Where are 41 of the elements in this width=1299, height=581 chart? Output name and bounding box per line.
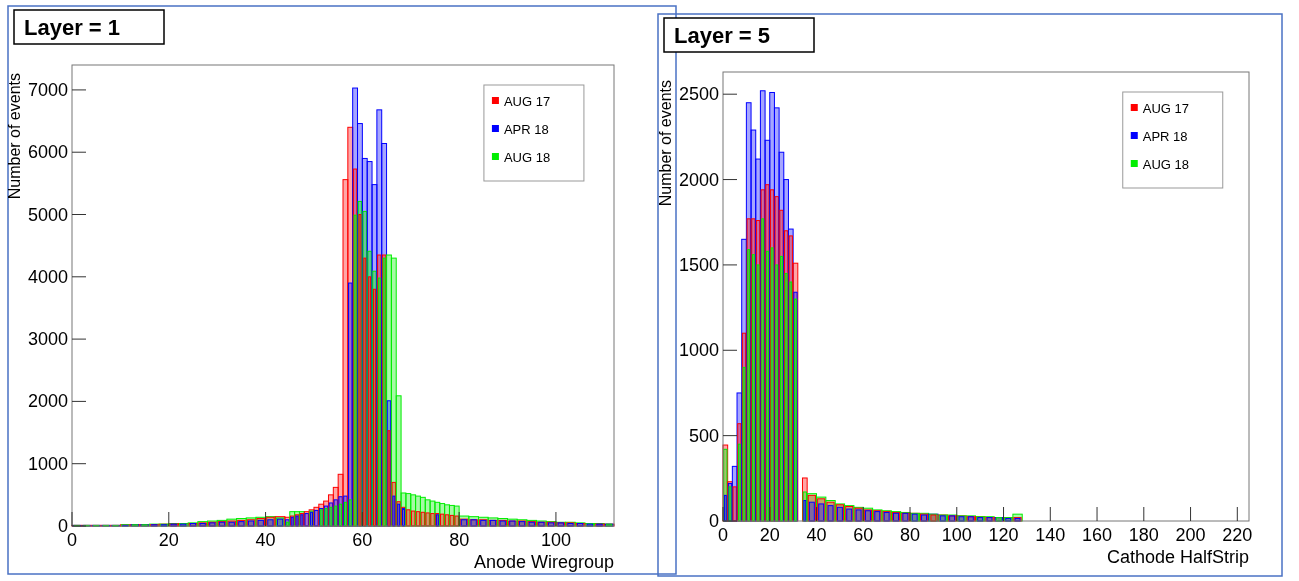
x-tick-label: 60 xyxy=(853,525,874,545)
legend-label: APR 18 xyxy=(503,122,549,137)
x-tick-label: 140 xyxy=(1035,525,1066,545)
y-tick-label: 500 xyxy=(688,425,719,446)
y-tick-label: 6000 xyxy=(27,142,68,163)
x-axis-title: Anode Wiregroup xyxy=(473,552,614,572)
x-tick-label: 180 xyxy=(1128,525,1159,545)
y-tick-label: 3000 xyxy=(27,329,68,350)
x-tick-label: 220 xyxy=(1222,525,1253,545)
x-tick-label: 40 xyxy=(255,530,276,550)
y-tick-label: 2000 xyxy=(27,391,68,412)
y-axis-title: Number of events xyxy=(6,73,23,200)
legend-label: AUG 17 xyxy=(1142,101,1190,116)
legend-label: AUG 18 xyxy=(1142,157,1190,172)
y-tick-label: 4000 xyxy=(27,266,68,287)
x-axis-title: Cathode HalfStrip xyxy=(1106,547,1249,567)
legend-label: AUG 18 xyxy=(503,150,551,165)
x-tick-label: 80 xyxy=(900,525,921,545)
chart-title: Layer = 1 xyxy=(24,15,121,40)
y-tick-label: 2500 xyxy=(678,84,719,105)
y-tick-label: 2000 xyxy=(678,169,719,190)
x-tick-label: 40 xyxy=(806,525,827,545)
x-tick-label: 20 xyxy=(759,525,780,545)
y-tick-label: 7000 xyxy=(27,79,68,100)
chart-title: Layer = 5 xyxy=(674,23,771,48)
y-tick-label: 0 xyxy=(708,511,719,531)
y-tick-label: 5000 xyxy=(27,204,68,225)
y-tick-label: 1500 xyxy=(678,254,719,275)
x-tick-label: 60 xyxy=(352,530,373,550)
x-tick-label: 100 xyxy=(540,530,571,550)
y-tick-label: 1000 xyxy=(27,453,68,474)
y-tick-label: 1000 xyxy=(678,340,719,361)
legend-label: AUG 17 xyxy=(503,94,551,109)
x-tick-label: 120 xyxy=(988,525,1019,545)
x-tick-label: 20 xyxy=(158,530,179,550)
x-tick-label: 80 xyxy=(449,530,470,550)
y-axis-title: Number of events xyxy=(657,80,674,207)
legend-label: APR 18 xyxy=(1142,129,1188,144)
x-tick-label: 160 xyxy=(1082,525,1113,545)
x-tick-label: 200 xyxy=(1175,525,1206,545)
x-tick-label: 100 xyxy=(941,525,972,545)
